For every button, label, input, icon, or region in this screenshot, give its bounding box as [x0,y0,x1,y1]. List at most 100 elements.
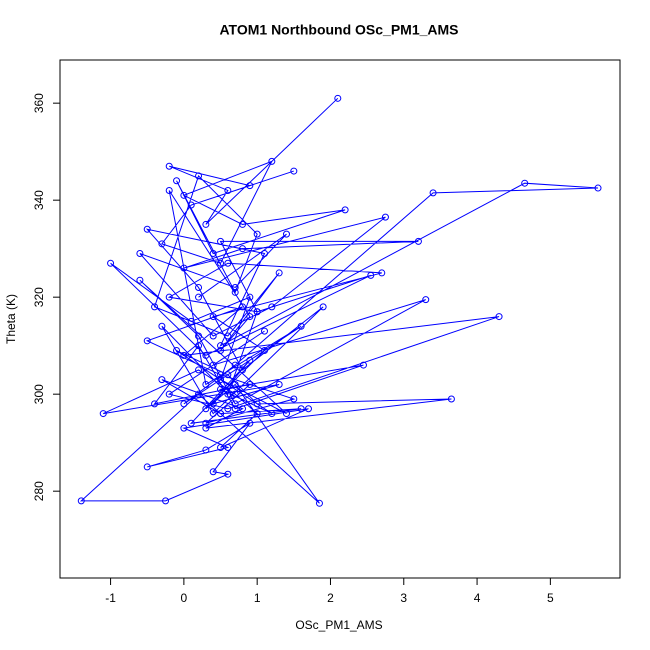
data-point [378,269,386,277]
data-point [282,410,290,418]
y-axis-label: Theta (K) [4,294,18,344]
data-point [261,327,269,335]
data-point [224,371,232,379]
data-point [429,189,437,197]
data-point [158,322,166,330]
data-point [231,405,239,413]
data-point [136,250,144,258]
data-point [187,317,195,325]
data-point [165,390,173,398]
data-point [261,347,269,355]
data-point [187,201,195,209]
data-point [209,361,217,369]
data-point [77,497,85,505]
data-point [165,162,173,170]
data-point [253,230,261,238]
data-point [180,351,188,359]
data-point [143,463,151,471]
data-point [422,296,430,304]
data-point [217,371,225,379]
data-point [143,337,151,345]
data-point [367,271,375,279]
data-point [173,347,181,355]
data-point [304,405,312,413]
data-point [195,366,203,374]
data-point [180,191,188,199]
data-point [381,213,389,221]
data-point [297,322,305,330]
data-point [202,405,210,413]
data-point [290,395,298,403]
x-tick-label: 2 [327,591,334,605]
data-point [231,390,239,398]
x-tick-label: -1 [105,591,116,605]
data-point [239,245,247,253]
data-point [217,410,225,418]
x-tick-label: 5 [547,591,554,605]
data-point [239,366,247,374]
data-point [231,361,239,369]
data-point [195,293,203,301]
data-point [275,269,283,277]
data-point [246,356,254,364]
data-point [143,225,151,233]
data-point [165,186,173,194]
data-point [246,313,254,321]
data-point [315,499,323,507]
data-point [239,220,247,228]
data-point [231,283,239,291]
data-point [217,444,225,452]
data-point [319,303,327,311]
data-point [268,303,276,311]
data-point [261,250,269,258]
x-tick-label: 4 [474,591,481,605]
data-point [195,172,203,180]
data-line [79,97,599,504]
data-point [202,424,210,432]
data-point [151,303,159,311]
data-point [173,177,181,185]
data-point [136,276,144,284]
y-tick-label: 280 [32,481,46,501]
data-point [359,361,367,369]
data-point [195,342,203,350]
data-point [209,313,217,321]
data-point [231,380,239,388]
data-point [217,385,225,393]
data-point [253,308,261,316]
data-point [202,380,210,388]
data-point [180,424,188,432]
data-point [334,94,342,102]
y-tick-label: 320 [32,287,46,307]
data-point [447,395,455,403]
data-point [224,259,232,267]
data-point [202,419,210,427]
plot-frame [59,59,621,579]
x-tick-label: 3 [400,591,407,605]
data-point [282,230,290,238]
data-point [224,390,232,398]
data-point [253,400,261,408]
data-point [158,376,166,384]
data-point [495,313,503,321]
data-point [202,220,210,228]
data-point [209,332,217,340]
data-point [224,405,232,413]
data-point [180,400,188,408]
data-point [239,303,247,311]
x-tick-label: 1 [254,591,261,605]
data-point [217,259,225,267]
data-point [158,240,166,248]
data-point [246,293,254,301]
data-point [521,179,529,187]
data-point [217,237,225,245]
data-point [217,342,225,350]
data-point [209,250,217,258]
data-point [180,264,188,272]
data-point [275,380,283,388]
x-tick-label: 0 [181,591,188,605]
data-point [239,405,247,413]
data-point [231,400,239,408]
